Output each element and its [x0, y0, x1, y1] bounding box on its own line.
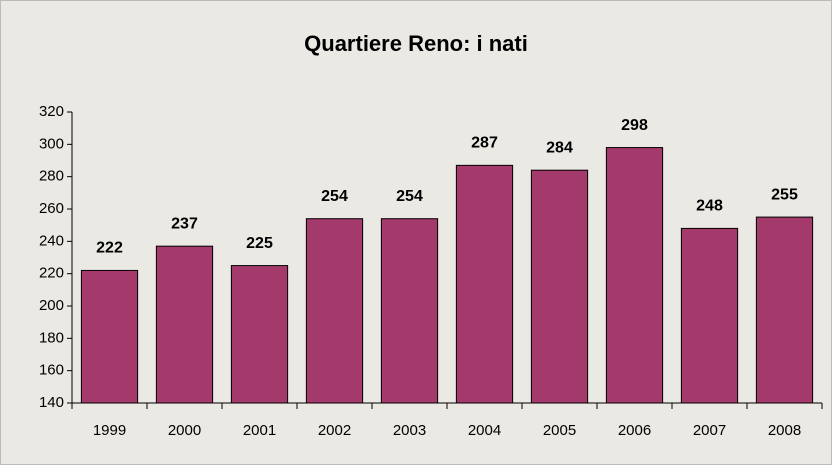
- x-tick-label: 2007: [693, 422, 726, 439]
- y-tick-label: 220: [39, 265, 64, 282]
- y-tick-label: 180: [39, 329, 64, 346]
- data-label: 254: [396, 188, 423, 205]
- data-label: 254: [321, 188, 348, 205]
- data-label: 248: [696, 198, 723, 215]
- y-tick-label: 260: [39, 200, 64, 217]
- bar: [755, 216, 814, 404]
- bar: [155, 245, 214, 404]
- x-tick-label: 2004: [468, 422, 501, 439]
- data-label: 222: [96, 240, 123, 257]
- data-label: 255: [771, 186, 798, 203]
- bar: [605, 147, 664, 404]
- x-tick-label: 2006: [618, 422, 651, 439]
- bar: [680, 227, 739, 404]
- data-label: 237: [171, 215, 198, 232]
- bar: [80, 269, 139, 404]
- y-tick-label: 300: [39, 135, 64, 152]
- y-tick-label: 200: [39, 297, 64, 314]
- x-tick-label: 2005: [543, 422, 576, 439]
- chart-title: Quartiere Reno: i nati: [304, 31, 528, 56]
- data-label: 287: [471, 135, 498, 152]
- x-tick-label: 2008: [768, 422, 801, 439]
- bar: [230, 265, 289, 404]
- x-tick-label: 2001: [243, 422, 276, 439]
- x-tick-label: 2003: [393, 422, 426, 439]
- y-tick-label: 280: [39, 168, 64, 185]
- data-label: 298: [621, 117, 648, 134]
- bar: [305, 218, 364, 404]
- x-tick-label: 1999: [93, 422, 126, 439]
- y-tick-label: 140: [39, 394, 64, 411]
- y-tick-label: 320: [39, 103, 64, 120]
- y-tick-label: 160: [39, 362, 64, 379]
- x-tick-label: 2000: [168, 422, 201, 439]
- data-label: 225: [246, 235, 273, 252]
- data-label: 284: [546, 139, 573, 156]
- bar: [455, 164, 514, 404]
- y-tick-label: 240: [39, 232, 64, 249]
- x-tick-label: 2002: [318, 422, 351, 439]
- bar: [380, 218, 439, 404]
- bar: [530, 169, 589, 404]
